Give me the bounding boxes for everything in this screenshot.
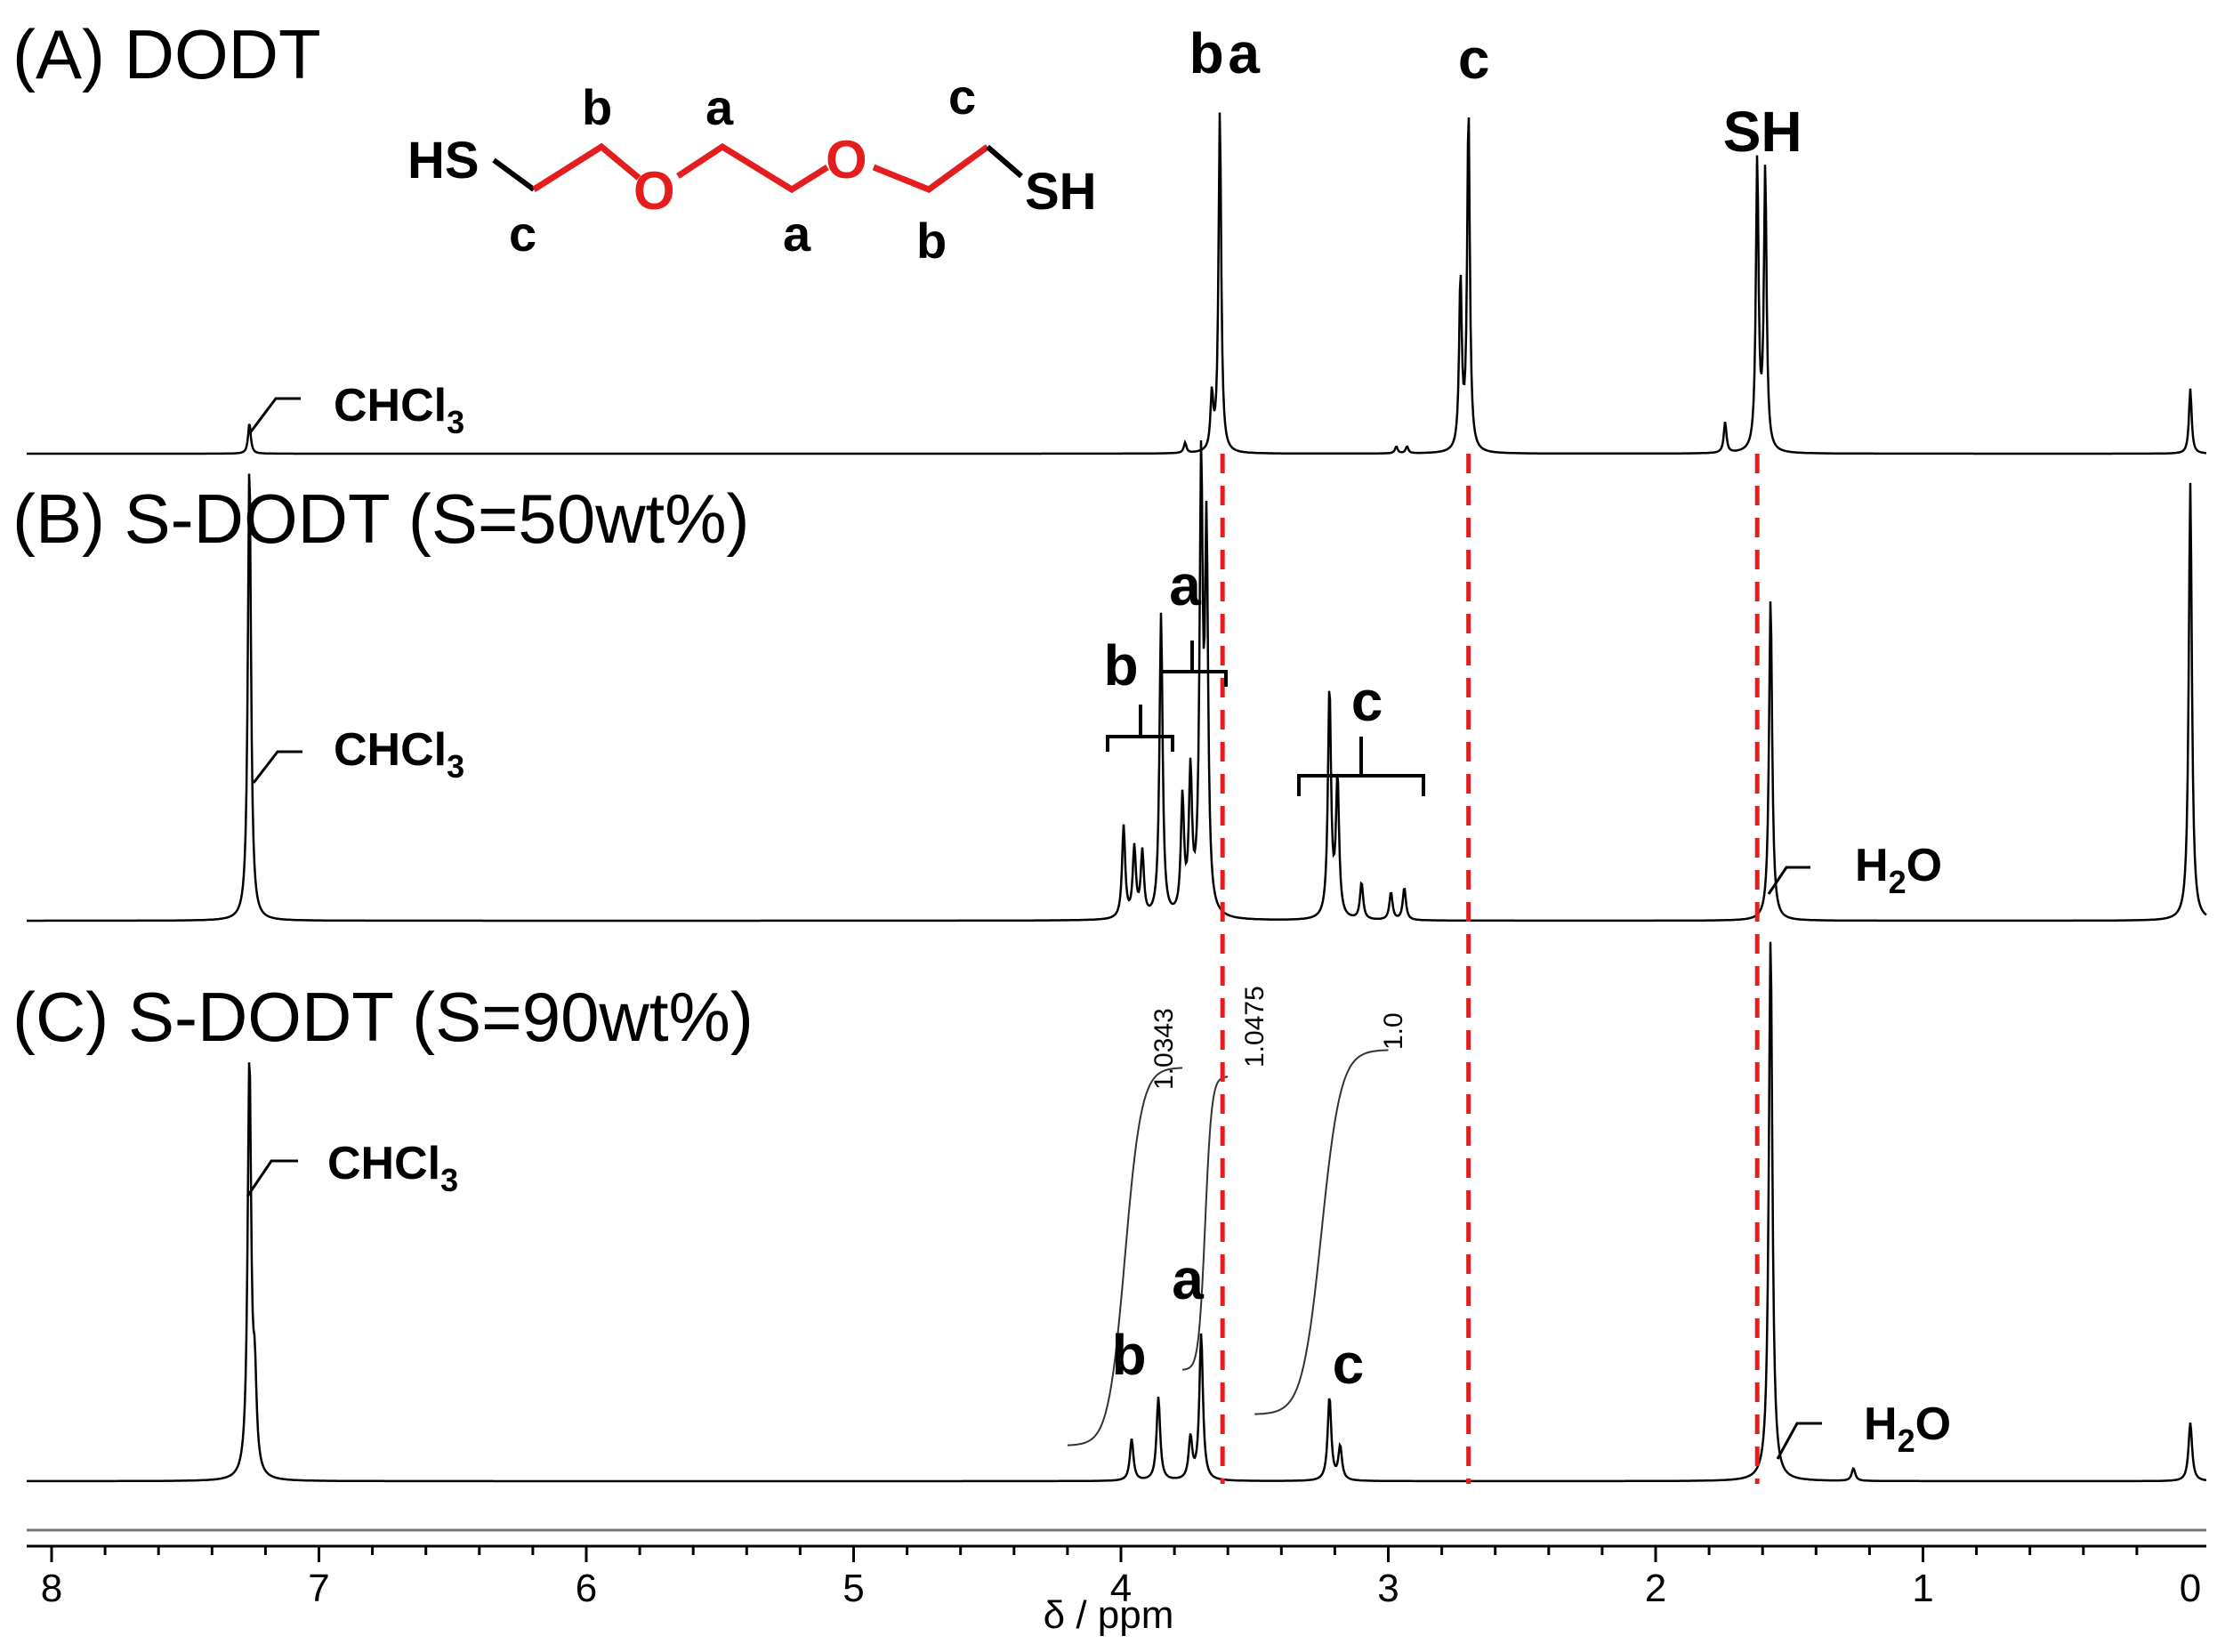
solvent-label-chcl3: CHCl3 — [334, 380, 464, 440]
h2o-leader-c — [1776, 1422, 1822, 1460]
peak-label-a: a — [1172, 1247, 1204, 1311]
structure-bond-hs — [492, 157, 536, 192]
structure-backbone-2 — [676, 142, 829, 194]
solvent-label-chcl3: CHCl3 — [327, 1138, 458, 1198]
structure-letter-b-bottom: b — [916, 213, 947, 269]
peak-label-c: c — [1458, 27, 1490, 91]
integral-label: 1.0343 — [1149, 1008, 1179, 1090]
integral-curve — [1254, 1049, 1389, 1415]
integral-label: 1.0 — [1379, 1012, 1408, 1050]
solvent-label-h2o: H2O — [1855, 840, 1942, 900]
x-tick-label: 7 — [308, 1567, 329, 1610]
peak-label-sh: SH — [1723, 100, 1802, 164]
panel-label-a: (A) DODT — [12, 15, 321, 93]
spectrum-trace-sdodt-90 — [27, 941, 2207, 1483]
x-axis-title: δ / ppm — [1044, 1593, 1174, 1637]
structure-letter-c-bottom: c — [509, 205, 536, 262]
x-tick-label: 2 — [1645, 1567, 1666, 1610]
peak-label-b: b — [1111, 1323, 1146, 1387]
structure-backbone-3 — [872, 144, 990, 193]
x-tick-label: 8 — [41, 1567, 62, 1610]
solvent-label-h2o: H2O — [1864, 1398, 1951, 1459]
x-tick-label: 5 — [842, 1567, 864, 1610]
chcl3-leader-b — [252, 750, 302, 784]
bracket-c — [1297, 774, 1425, 796]
peak-label-c: c — [1333, 1332, 1365, 1396]
x-tick-label: 6 — [576, 1567, 597, 1610]
x-tick-label: 0 — [2180, 1567, 2201, 1610]
x-tick-label: 3 — [1377, 1567, 1399, 1610]
solvent-label-chcl3: CHCl3 — [334, 724, 464, 785]
peak-label-b: b — [1103, 633, 1138, 697]
structure-letter-b-top: b — [582, 79, 612, 135]
structure-hs-group: HS — [407, 132, 480, 189]
structure-letter-a-bottom: a — [783, 205, 811, 262]
integral-curve — [1067, 1067, 1183, 1447]
panel-label-c: (C) S-DODT (S=90wt%) — [12, 978, 754, 1056]
x-tick-label: 1 — [1912, 1567, 1933, 1610]
structure-letter-a-top: a — [705, 79, 734, 135]
dodt-structure: HS O O SH b a c c a b — [407, 68, 1097, 269]
integral-label: 1.0475 — [1240, 986, 1270, 1068]
bracket-a — [1159, 670, 1228, 687]
peak-label-c: c — [1351, 669, 1383, 733]
structure-bond-sh — [986, 144, 1023, 179]
chcl3-leader-c — [246, 1159, 298, 1197]
chcl3-leader-a — [247, 397, 301, 435]
structure-oxygen-1: O — [633, 161, 675, 221]
structure-backbone-1 — [532, 142, 641, 192]
spectrum-trace-dodt — [27, 112, 2207, 455]
structure-letter-c-top: c — [948, 68, 976, 125]
peak-label-a: a — [1169, 553, 1201, 617]
panel-label-b: (B) S-DODT (S=50wt%) — [12, 479, 750, 558]
structure-sh-group: SH — [1025, 163, 1097, 221]
peak-label-b: b — [1189, 21, 1224, 85]
peak-label-a: a — [1228, 21, 1260, 85]
structure-oxygen-2: O — [826, 130, 867, 189]
x-axis-ticks: 8 7 6 5 4 3 2 1 0 — [41, 1546, 2201, 1610]
x-tick-label: 4 — [1110, 1567, 1132, 1610]
h2o-leader-b — [1767, 866, 1810, 895]
spectrum-trace-sdodt-50 — [27, 439, 2207, 923]
